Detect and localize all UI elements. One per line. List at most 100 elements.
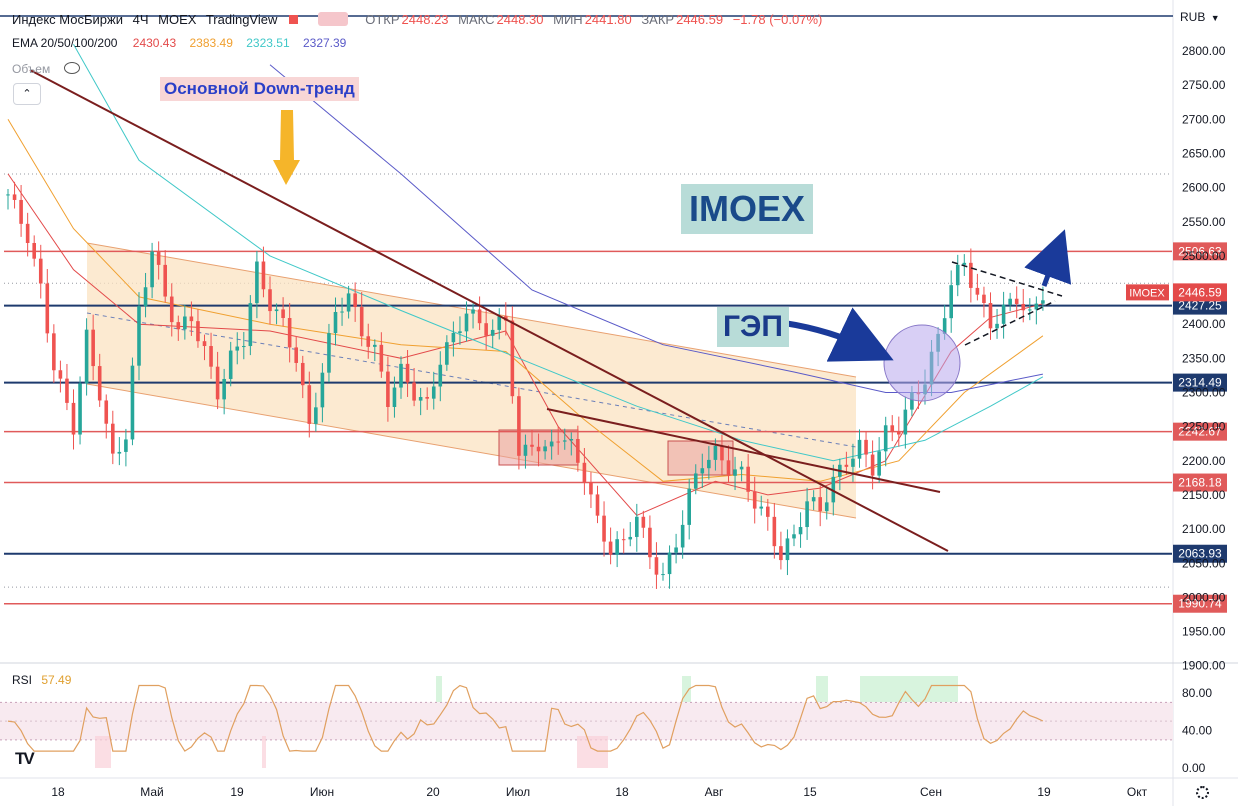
candle-body — [12, 194, 17, 200]
level-label-bg-3 — [1173, 422, 1227, 441]
candle-body — [805, 501, 809, 528]
candle-body — [366, 336, 371, 347]
candle-body — [477, 309, 482, 324]
rsi-legend[interactable]: RSI 57.49 — [12, 673, 71, 687]
candle-body — [196, 321, 200, 342]
price-channel — [86, 242, 857, 519]
candle-body — [215, 366, 220, 400]
imoex-annotation[interactable]: IMOEX — [681, 184, 814, 234]
gap-arrow — [783, 307, 894, 362]
candle-body — [661, 574, 665, 576]
candle-body — [798, 527, 803, 535]
candle-body — [910, 392, 914, 410]
time-tick-1: Май — [140, 785, 164, 799]
level-label-1: 2427.25 — [1178, 299, 1222, 313]
gap-circle — [883, 324, 961, 402]
ema-label: EMA 20/50/100/200 — [12, 36, 118, 50]
level-label-bg-2 — [1173, 373, 1227, 392]
ema-20-value: 2430.43 — [132, 36, 177, 50]
candle-body — [517, 396, 521, 456]
currency-selector[interactable]: RUB ▼ — [1180, 10, 1220, 24]
main-downtrend-line — [29, 69, 949, 552]
rsi-zone-2 — [577, 736, 608, 768]
downtrend-annotation[interactable]: Основной Down-тренд — [160, 77, 359, 101]
candle-body — [713, 445, 718, 460]
candle-body — [864, 439, 868, 455]
interval[interactable]: 4Ч — [132, 12, 149, 27]
candle-body — [1028, 309, 1032, 311]
candle-body — [739, 466, 744, 470]
price-tick-0: 2800.00 — [1182, 44, 1226, 58]
current-price-label: 2446.59 — [1178, 285, 1222, 299]
candle-body — [222, 378, 226, 400]
candle-body — [445, 342, 449, 365]
rsi-tick-2: 0.00 — [1182, 761, 1206, 775]
candle-body — [667, 552, 672, 575]
candle-body — [759, 506, 764, 509]
change-value: −1.78 (−0.07%) — [732, 12, 823, 27]
platform: TradingView — [205, 12, 278, 27]
candle-body — [969, 262, 973, 288]
candle-body — [1008, 298, 1012, 305]
candle-body — [156, 251, 161, 265]
candle-body — [562, 440, 567, 442]
time-tick-8: 15 — [803, 785, 817, 799]
candle-body — [300, 362, 305, 386]
price-tick-6: 2500.00 — [1182, 249, 1226, 263]
alert-flag-icon[interactable] — [289, 15, 298, 24]
candle-body — [97, 366, 102, 401]
ema-50-value: 2383.49 — [189, 36, 233, 50]
rsi-zone-6 — [860, 676, 958, 702]
candle-body — [595, 494, 600, 516]
candle-body — [104, 400, 109, 424]
compare-icon[interactable] — [317, 12, 348, 26]
candle-body — [883, 425, 888, 452]
symbol-tag-bg — [1126, 284, 1169, 301]
volume-legend[interactable]: Объем — [12, 62, 86, 76]
candle-body — [327, 333, 331, 373]
candle-body — [628, 536, 633, 540]
candle-body — [346, 293, 351, 312]
candle-body — [955, 264, 960, 286]
ema-legend[interactable]: EMA 20/50/100/200 2430.43 2383.49 2323.5… — [12, 36, 356, 50]
level-label-bg-6 — [1173, 594, 1227, 613]
gap-annotation[interactable]: ГЭП — [717, 307, 789, 347]
rsi-zone-3 — [436, 676, 442, 702]
eye-slash-icon[interactable] — [63, 62, 80, 74]
candle-body — [143, 287, 148, 307]
collapse-legend-button[interactable]: ⌃ — [13, 83, 41, 105]
candle-body — [52, 333, 56, 371]
candle-body — [163, 264, 167, 297]
candle-body — [870, 454, 875, 476]
price-tick-11: 2250.00 — [1182, 420, 1226, 434]
candle-body — [497, 316, 502, 330]
chevron-down-icon: ▼ — [1210, 13, 1220, 23]
rsi-zone-5 — [816, 676, 828, 702]
time-tick-2: 19 — [230, 785, 244, 799]
candle-body — [189, 316, 194, 322]
settings-gear-icon[interactable] — [1196, 786, 1209, 799]
low-value: 2441.80 — [584, 12, 632, 27]
candle-body — [615, 539, 619, 555]
candle-body — [451, 332, 456, 343]
candle-body — [78, 383, 82, 435]
price-tick-16: 2000.00 — [1182, 590, 1226, 604]
candle-body — [818, 497, 822, 512]
candle-body — [431, 386, 436, 399]
symbol-name[interactable]: Индекс МосБиржи — [12, 12, 123, 27]
level-label-5: 2063.93 — [1178, 547, 1222, 561]
level-label-3: 2242.67 — [1178, 425, 1222, 439]
candle-body — [287, 318, 292, 348]
ema-100-value: 2323.51 — [246, 36, 290, 50]
candle-body — [890, 425, 895, 432]
close-value: 2446.59 — [676, 12, 724, 27]
candle-body — [811, 497, 816, 502]
candle-body — [471, 309, 475, 314]
candle-body — [995, 323, 999, 329]
price-series — [6, 181, 1045, 589]
candle-body — [1034, 303, 1039, 310]
candle-body — [25, 223, 30, 243]
candle-body — [635, 516, 639, 537]
